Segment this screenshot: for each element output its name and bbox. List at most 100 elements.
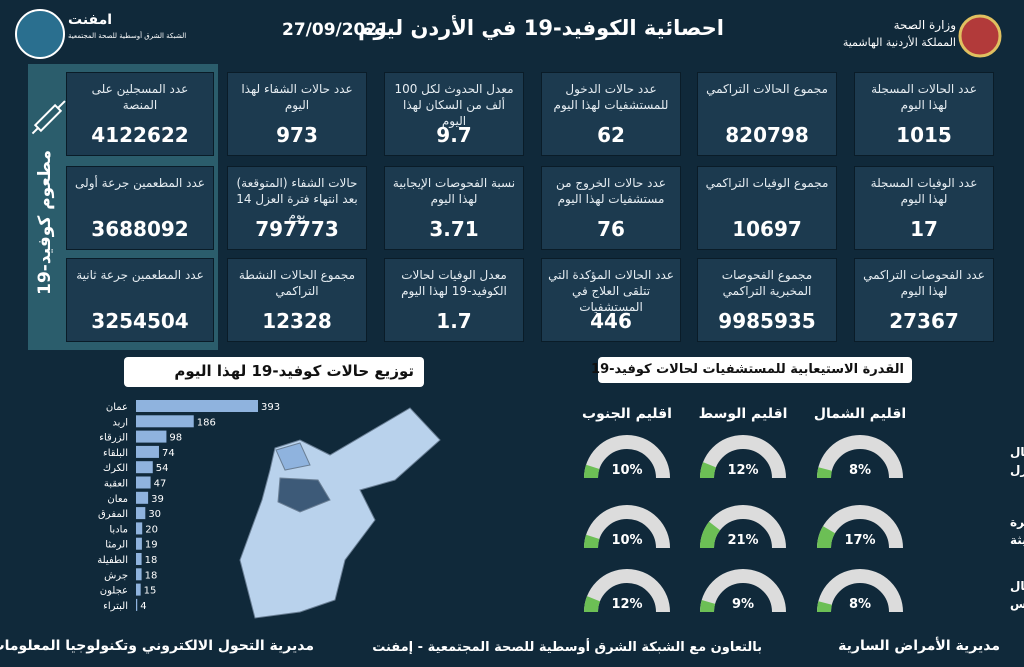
footer-right: مديرية الأمراض السارية xyxy=(838,638,1000,654)
value-label: 30 xyxy=(148,509,161,520)
bar-title-box xyxy=(124,357,424,387)
stat-card: عدد المسجلين على المنصة 4122622 xyxy=(66,72,214,156)
ministry: وزارة الصحة xyxy=(893,18,956,32)
bar xyxy=(136,491,149,504)
stat-value: 3.71 xyxy=(429,217,479,241)
gauge-track xyxy=(817,569,903,613)
value-label: 47 xyxy=(154,479,167,490)
gauge-track xyxy=(584,569,670,613)
stat-card: عدد الحالات المسجلة لهذا اليوم 1015 xyxy=(854,72,994,156)
stat-label: عدد حالات الشفاء لهذا اليوم xyxy=(241,82,353,112)
value-label: 4 xyxy=(140,601,146,612)
gauge-track xyxy=(700,435,786,479)
gauge-track xyxy=(700,569,786,613)
stat-value: 27367 xyxy=(889,309,959,333)
emblem xyxy=(958,14,1002,58)
gauge-track xyxy=(584,505,670,549)
value-label: 186 xyxy=(197,417,216,428)
stat-value: 12328 xyxy=(262,309,332,333)
page-title: احصائية الكوفيد-19 في الأردن ليوم xyxy=(358,16,724,40)
gauge-fill xyxy=(700,521,721,549)
stat-label: عدد حالات الدخول للمستشفيات لهذا اليوم xyxy=(553,82,669,112)
stat-card: مجموع الحالات النشطة التراكمي 12328 xyxy=(227,258,367,342)
stat-label: مجموع الوفيات التراكمي xyxy=(705,176,829,190)
stat-card: عدد الفحوصات التراكمي لهذا اليوم 27367 xyxy=(854,258,994,342)
stat-value: 17 xyxy=(910,217,938,241)
bar xyxy=(136,430,167,443)
gauge-fill xyxy=(584,534,600,549)
value-label: 393 xyxy=(261,402,280,413)
stat-label: عدد الحالات المسجلة لهذا اليوم xyxy=(871,82,977,112)
bar xyxy=(136,522,143,535)
stat-card: نسبة الفحوصات الإيجابية لهذا اليوم 3.71 xyxy=(384,166,524,250)
category-label: جرش xyxy=(104,570,128,581)
category-label: البلقاء xyxy=(103,448,128,459)
stat-value: 76 xyxy=(597,217,625,241)
gauge-fill xyxy=(817,526,836,549)
bar xyxy=(136,507,146,520)
value-label: 15 xyxy=(144,586,157,597)
stat-value: 9985935 xyxy=(718,309,816,333)
stat-label: حالات الشفاء (المتوقعة) بعد انتهاء فترة … xyxy=(236,176,358,222)
stat-value: 9.7 xyxy=(436,123,472,147)
stat-card: عدد المطعمين جرعة ثانية 3254504 xyxy=(66,258,214,342)
stat-card: حالات الشفاء (المتوقعة) بعد انتهاء فترة … xyxy=(227,166,367,250)
stat-label: نسبة الفحوصات الإيجابية لهذا اليوم xyxy=(392,176,516,206)
value-label: 20 xyxy=(145,524,158,535)
gauge-title-box xyxy=(598,357,912,383)
bar xyxy=(136,553,142,565)
category-label: عمان xyxy=(106,402,128,413)
stat-card: عدد حالات الخروج من مستشفيات لهذا اليوم 7… xyxy=(541,166,681,250)
stat-value: 10697 xyxy=(732,217,802,241)
footer-center: بالتعاون مع الشبكة الشرق أوسطية للصحة ال… xyxy=(372,640,762,655)
bar xyxy=(136,583,141,596)
stat-value: 1015 xyxy=(896,123,952,147)
category-label: اربد xyxy=(112,417,128,428)
row-label: نسبة اشغالاجهزة التنفس xyxy=(1010,579,1024,611)
category-label: معان xyxy=(107,494,128,505)
gauge-fill xyxy=(584,596,601,613)
stat-value: 1.7 xyxy=(436,309,472,333)
gauge-label: 9% xyxy=(732,597,754,612)
gauge-fill xyxy=(700,600,716,613)
category-label: العقبة xyxy=(104,479,128,490)
stat-card: عدد حالات الدخول للمستشفيات لهذا اليوم 62 xyxy=(541,72,681,156)
category-label: الطفيلة xyxy=(97,555,128,566)
stat-label: مجموع الحالات النشطة التراكمي xyxy=(238,268,356,298)
stat-label: عدد المسجلين على المنصة xyxy=(91,82,189,112)
footer-left: مديرية التحول الالكتروني وتكنولوجيا المع… xyxy=(0,638,314,654)
category-label: البتراء xyxy=(103,601,128,612)
stat-card: معدل الوفيات لحالات الكوفيد-19 لهذا اليو… xyxy=(384,258,524,342)
stat-value: 797773 xyxy=(255,217,339,241)
category-label: مادبا xyxy=(109,524,128,535)
date: 27/09/2021 xyxy=(282,20,390,40)
stat-value: 820798 xyxy=(725,123,809,147)
value-label: 54 xyxy=(156,463,169,474)
bar xyxy=(136,598,138,611)
map xyxy=(239,407,441,619)
stat-card: عدد المطعمين جرعة أولى 3688092 xyxy=(66,166,214,250)
stat-value: 973 xyxy=(276,123,318,147)
vaccine-title: مطعوم كوفيد-19 xyxy=(35,150,55,295)
stat-label: عدد المطعمين جرعة ثانية xyxy=(76,268,204,282)
row-label: نسبة اشغالاسرة العزل xyxy=(1010,445,1024,477)
logo-name: امفنت xyxy=(68,12,113,28)
value-label: 74 xyxy=(162,448,175,459)
kingdom: المملكة الأردنية الهاشمية xyxy=(842,36,956,49)
bar xyxy=(136,461,153,474)
gauge-label: 8% xyxy=(849,463,871,478)
stat-label: عدد حالات الخروج من مستشفيات لهذا اليوم xyxy=(556,176,666,206)
gauge-fill xyxy=(584,464,600,479)
stat-card: مجموع الفحوصات المخبرية التراكمي 9985935 xyxy=(697,258,837,342)
stat-card: عدد حالات الشفاء لهذا اليوم 973 xyxy=(227,72,367,156)
bar xyxy=(136,476,151,489)
value-label: 18 xyxy=(145,555,158,566)
gauge-label: 17% xyxy=(844,533,875,548)
gauge-label: 10% xyxy=(611,463,642,478)
bar-title: توزيع حالات كوفيد-19 لهذا اليوم xyxy=(174,362,414,380)
stat-label: عدد الوفيات المسجلة لهذا اليوم xyxy=(870,176,978,206)
bar xyxy=(136,537,142,550)
category-label: الزرقاء xyxy=(99,433,128,444)
region-label: اقليم الوسط xyxy=(699,406,788,422)
